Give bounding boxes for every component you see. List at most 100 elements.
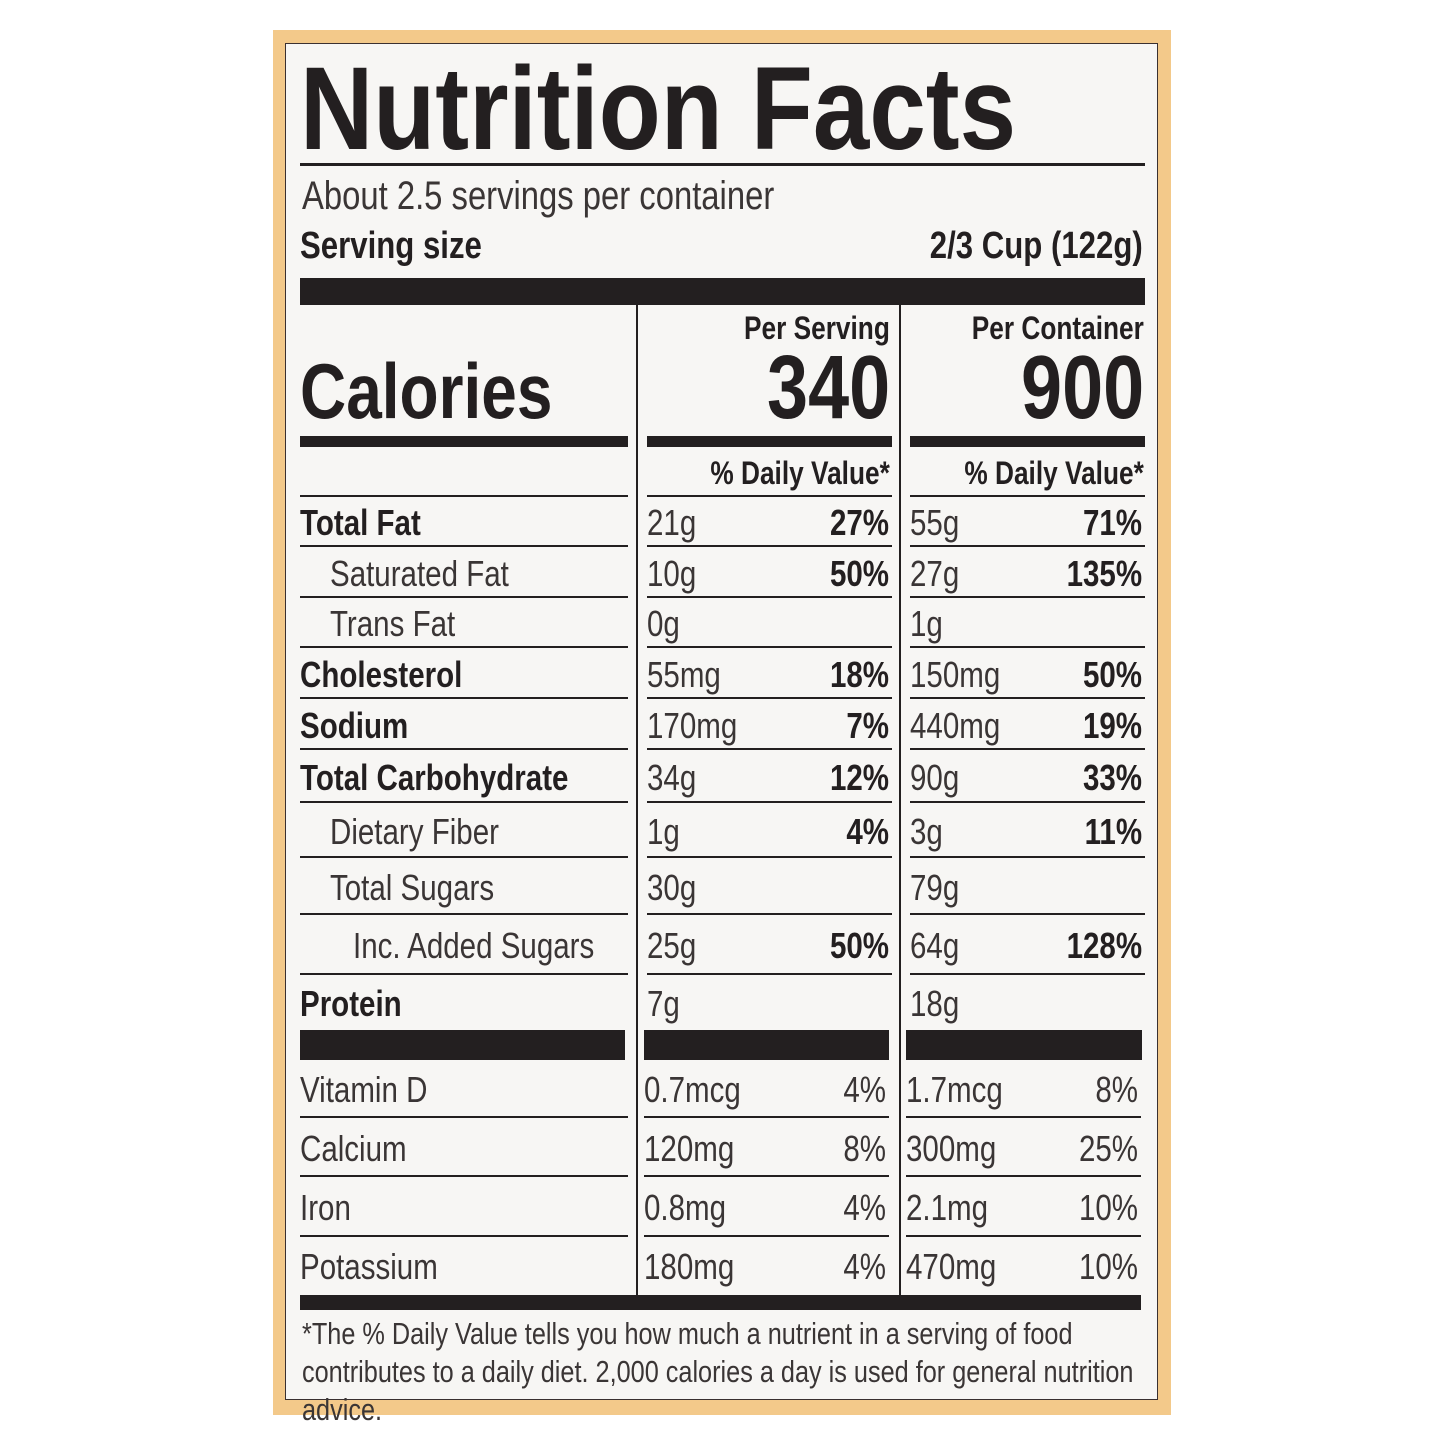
per-container-cell: 3g 11%	[910, 803, 1145, 858]
nutrient-name: Cholesterol	[300, 648, 628, 699]
nutrient-name: Sodium	[300, 699, 628, 750]
amount: 0.8mg	[644, 1187, 727, 1228]
nutrient-label: Total Carbohydrate	[300, 757, 569, 798]
nutrient-label: Total Sugars	[330, 867, 495, 908]
per-serving-header: Per Serving	[744, 310, 890, 346]
daily-value-percent: 33%	[1082, 757, 1142, 798]
amount: 21g	[647, 502, 697, 543]
daily-value-percent: 12%	[829, 757, 889, 798]
per-serving-dv-header: % Daily Value*	[710, 455, 890, 491]
daily-value-percent: 10%	[1078, 1187, 1138, 1228]
amount: 90g	[910, 757, 960, 798]
daily-value-percent: 4%	[846, 811, 889, 852]
daily-value-percent: 11%	[1084, 811, 1142, 852]
label-title: Nutrition Facts	[300, 43, 1017, 175]
amount: 55g	[910, 502, 960, 543]
per-serving-cell: 55mg 18%	[647, 648, 892, 699]
per-container-cell: 64g 128%	[910, 915, 1145, 975]
daily-value-percent: 50%	[829, 925, 889, 966]
amount: 79g	[910, 867, 960, 908]
nutrient-label: Protein	[300, 983, 402, 1024]
amount: 1g	[910, 603, 943, 644]
servings-per-container: About 2.5 servings per container	[302, 174, 775, 218]
amount: 170mg	[647, 705, 738, 746]
column-divider	[899, 305, 901, 1295]
thick-rule	[300, 278, 1145, 305]
amount: 7g	[647, 983, 680, 1024]
per-container-cell: 150mg 50%	[910, 648, 1145, 699]
daily-value-percent: 10%	[1078, 1246, 1138, 1287]
calories-rule	[910, 436, 1145, 447]
per-container-cell: 470mg 10%	[906, 1237, 1141, 1295]
per-serving-cell: 25g 50%	[647, 915, 892, 975]
nutrient-name: Potassium	[300, 1237, 628, 1295]
nutrient-label: Saturated Fat	[330, 553, 509, 594]
amount: 34g	[647, 757, 697, 798]
calories-label: Calories	[300, 347, 553, 435]
row-rule	[647, 495, 892, 497]
per-serving-cell: 21g 27%	[647, 497, 892, 547]
title-rule	[300, 163, 1145, 166]
footnote: *The % Daily Value tells you how much a …	[302, 1316, 1134, 1427]
per-container-cell: 90g 33%	[910, 750, 1145, 803]
per-container-cell: 300mg 25%	[906, 1118, 1141, 1177]
daily-value-percent: 27%	[829, 502, 889, 543]
daily-value-percent: 7%	[846, 705, 889, 746]
amount: 0g	[647, 603, 680, 644]
daily-value-percent: 18%	[829, 654, 889, 695]
nutrient-label: Potassium	[300, 1246, 438, 1287]
nutrient-label: Cholesterol	[300, 654, 463, 695]
row-rule	[910, 495, 1145, 497]
vitamin-bar	[906, 1030, 1142, 1060]
daily-value-percent: 4%	[843, 1246, 886, 1287]
per-serving-cell: 120mg 8%	[644, 1118, 889, 1177]
daily-value-percent: 50%	[829, 553, 889, 594]
per-container-cell: 79g	[910, 858, 1145, 915]
amount: 180mg	[644, 1246, 735, 1287]
amount: 0.7mcg	[644, 1069, 741, 1110]
per-container-cell: 440mg 19%	[910, 699, 1145, 750]
nutrient-label: Trans Fat	[330, 603, 456, 644]
nutrient-name: Protein	[300, 975, 628, 1030]
amount: 64g	[910, 925, 960, 966]
per-serving-cell: 34g 12%	[647, 750, 892, 803]
per-serving-cell: 0.8mg 4%	[644, 1177, 889, 1237]
nutrient-name: Inc. Added Sugars	[300, 915, 628, 975]
daily-value-percent: 8%	[1095, 1069, 1138, 1110]
nutrient-name: Total Fat	[300, 497, 628, 547]
per-serving-cell: 180mg 4%	[644, 1237, 889, 1295]
amount: 18g	[910, 983, 960, 1024]
per-container-header: Per Container	[971, 310, 1144, 346]
per-serving-calories: 340	[766, 338, 890, 438]
amount: 150mg	[910, 654, 1001, 695]
amount: 25g	[647, 925, 697, 966]
daily-value-percent: 4%	[843, 1069, 886, 1110]
daily-value-percent: 8%	[843, 1128, 886, 1169]
amount: 10g	[647, 553, 697, 594]
amount: 30g	[647, 867, 697, 908]
calories-rule	[647, 436, 892, 447]
daily-value-percent: 50%	[1082, 654, 1142, 695]
amount: 440mg	[910, 705, 1001, 746]
per-serving-cell: 0.7mcg 4%	[644, 1060, 889, 1118]
amount: 470mg	[906, 1246, 997, 1287]
amount: 55mg	[647, 654, 721, 695]
nutrient-name: Calcium	[300, 1118, 628, 1177]
nutrient-label: Calcium	[300, 1128, 407, 1169]
serving-size-value: 2/3 Cup (122g)	[930, 225, 1143, 267]
amount: 3g	[910, 811, 943, 852]
daily-value-percent: 4%	[843, 1187, 886, 1228]
calories-rule	[300, 436, 628, 447]
daily-value-percent: 71%	[1082, 502, 1142, 543]
nutrition-facts-label	[285, 43, 1158, 1400]
per-container-cell: 1.7mcg 8%	[906, 1060, 1141, 1118]
nutrient-name: Iron	[300, 1177, 628, 1237]
amount: 120mg	[644, 1128, 735, 1169]
amount: 2.1mg	[906, 1187, 989, 1228]
per-container-cell: 27g 135%	[910, 547, 1145, 598]
daily-value-percent: 128%	[1066, 925, 1142, 966]
nutrient-label: Vitamin D	[300, 1069, 428, 1110]
nutrient-name: Total Carbohydrate	[300, 750, 628, 803]
per-container-dv-header: % Daily Value*	[964, 455, 1144, 491]
daily-value-percent: 135%	[1066, 553, 1142, 594]
